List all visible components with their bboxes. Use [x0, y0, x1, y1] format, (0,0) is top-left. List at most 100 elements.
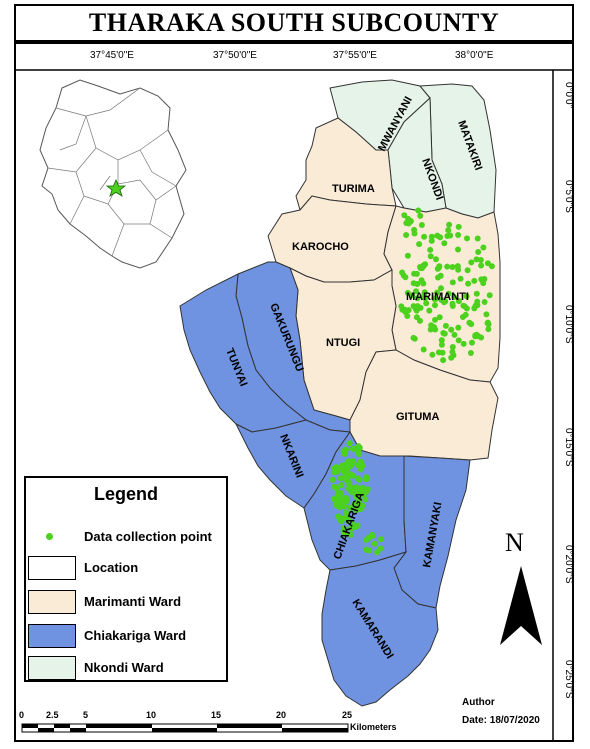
- data-point: [435, 274, 441, 281]
- data-point: [411, 270, 418, 277]
- data-point: [343, 498, 350, 505]
- data-point: [347, 518, 354, 525]
- data-point: [359, 502, 366, 509]
- scale-bar: [21, 723, 349, 733]
- data-point: [444, 263, 451, 270]
- scale-unit-label: Kilometers: [350, 722, 397, 732]
- data-point: [363, 546, 370, 553]
- data-point: [472, 332, 479, 339]
- data-point: [413, 288, 419, 295]
- data-point: [473, 256, 480, 263]
- legend-item-nkondi: Nkondi Ward: [26, 656, 226, 682]
- data-point: [356, 476, 363, 483]
- data-point: [360, 491, 367, 498]
- data-point: [429, 351, 436, 358]
- data-point: [414, 295, 421, 302]
- north-label: N: [505, 528, 524, 557]
- data-point: [457, 275, 464, 282]
- data-point: [454, 263, 461, 270]
- data-point: [481, 276, 488, 282]
- data-point: [421, 233, 428, 240]
- longitude-label: 38°0'0"E: [455, 50, 494, 61]
- data-point: [420, 280, 427, 287]
- data-point: [484, 260, 491, 267]
- data-point: [348, 531, 354, 538]
- data-point: [410, 280, 417, 287]
- data-point-icon: [46, 533, 53, 540]
- data-point: [348, 525, 354, 532]
- data-point: [468, 259, 475, 266]
- data-point: [464, 235, 470, 242]
- data-point: [336, 504, 343, 511]
- data-point: [484, 319, 491, 326]
- data-point: [363, 476, 370, 482]
- data-point: [427, 253, 434, 260]
- data-point: [347, 484, 354, 491]
- data-point: [344, 466, 351, 473]
- legend-item-location: Location: [26, 556, 226, 582]
- data-point: [423, 300, 430, 307]
- data-point: [411, 230, 418, 237]
- legend-item-label: Marimanti Ward: [84, 594, 182, 609]
- data-point: [433, 256, 439, 263]
- legend-item-label: Data collection point: [84, 529, 212, 544]
- data-point: [438, 341, 445, 348]
- data-point: [455, 246, 461, 253]
- longitude-label: 37°45'0"E: [90, 50, 134, 61]
- data-point: [436, 314, 443, 321]
- location-star-icon: [105, 178, 127, 197]
- ward-label-karocho: KAROCHO: [292, 241, 349, 253]
- data-point: [350, 472, 356, 479]
- data-point: [459, 314, 466, 320]
- legend-item-label: Nkondi Ward: [84, 660, 164, 675]
- data-point: [363, 537, 370, 543]
- data-point: [451, 331, 458, 338]
- author-label: Author: [462, 697, 495, 708]
- data-point: [402, 309, 409, 316]
- data-point: [420, 346, 427, 353]
- data-point: [331, 483, 338, 490]
- scale-tick-label: 0: [19, 710, 25, 720]
- longitude-label: 37°55'0"E: [333, 50, 377, 61]
- data-point: [338, 482, 345, 489]
- data-point: [463, 293, 470, 300]
- data-point: [353, 484, 360, 491]
- data-point: [427, 246, 434, 253]
- legend-item-chiakariga: Chiakariga Ward: [26, 624, 226, 650]
- scale-tick-label: 20: [276, 710, 287, 720]
- data-point: [335, 491, 342, 498]
- latitude-label: 0°25'0"S: [563, 660, 574, 699]
- data-point: [437, 234, 444, 241]
- kenya-inset-map: [39, 79, 187, 269]
- data-point: [455, 232, 462, 238]
- data-point: [426, 307, 433, 314]
- data-point: [417, 317, 423, 324]
- data-point: [329, 476, 336, 483]
- scale-tick-label: 15: [211, 710, 222, 720]
- nkondi-swatch: [28, 656, 76, 680]
- data-point: [428, 237, 435, 244]
- data-point: [438, 285, 444, 292]
- ward-label-ntugi: NTUGI: [326, 337, 360, 349]
- data-point: [478, 262, 485, 269]
- data-point: [483, 311, 490, 318]
- data-point: [333, 464, 340, 471]
- data-point: [431, 324, 438, 331]
- legend-title: Legend: [93, 484, 158, 504]
- latitude-label: 0°0'0": [563, 82, 574, 109]
- data-point: [455, 298, 462, 305]
- data-point: [485, 326, 492, 333]
- latitude-label: 0°20'0"S: [563, 545, 574, 584]
- data-point: [422, 261, 429, 268]
- chiakariga-swatch: [28, 624, 76, 648]
- data-point: [369, 532, 376, 539]
- map-title: THARAKA SOUTH SUBCOUNTY: [14, 4, 574, 42]
- data-point: [477, 257, 484, 263]
- scale-tick-label: 5: [83, 710, 89, 720]
- data-point: [486, 292, 493, 299]
- data-point: [444, 233, 451, 239]
- data-point: [356, 445, 363, 452]
- data-point: [474, 235, 481, 242]
- legend-item-label: Chiakariga Ward: [84, 628, 187, 643]
